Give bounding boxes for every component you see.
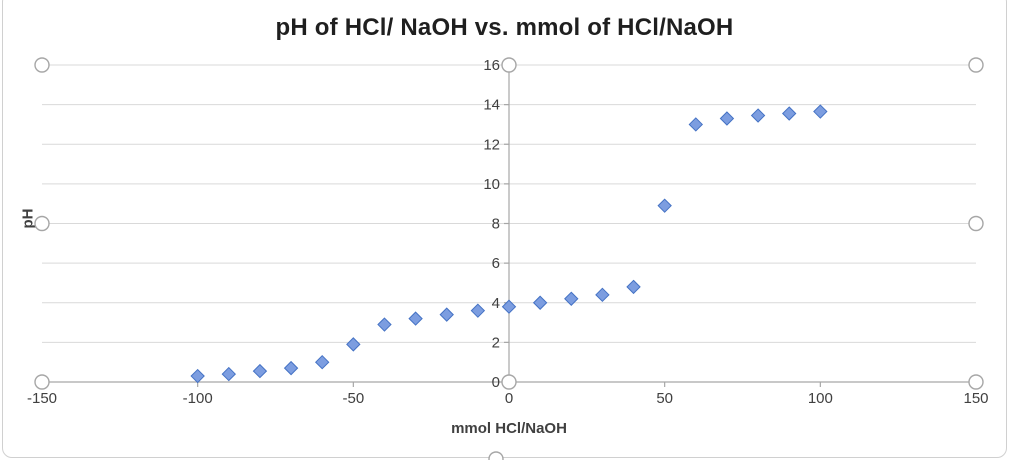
selection-handle[interactable] (968, 215, 984, 232)
data-series[interactable] (190, 104, 828, 384)
data-point-marker[interactable] (190, 368, 205, 384)
data-point-marker[interactable] (314, 354, 330, 370)
axes (41, 64, 977, 387)
y-tick-label: 16 (483, 57, 500, 74)
data-point-marker[interactable] (719, 111, 735, 126)
data-point-marker[interactable] (439, 307, 454, 322)
data-point-marker[interactable] (688, 117, 704, 132)
y-tick-label: 14 (483, 97, 500, 114)
selection-handle[interactable] (968, 57, 984, 73)
data-point-marker[interactable] (626, 279, 641, 295)
data-point-marker[interactable] (346, 337, 361, 352)
data-point-marker[interactable] (564, 291, 579, 306)
selection-handle[interactable] (501, 374, 517, 390)
data-point-marker[interactable] (781, 106, 797, 121)
x-tick-label: -100 (183, 390, 213, 407)
selection-handle[interactable] (501, 57, 517, 73)
data-point-marker[interactable] (470, 303, 486, 318)
y-tick-label: 4 (492, 295, 500, 312)
data-point-marker[interactable] (750, 108, 766, 123)
data-point-marker[interactable] (595, 287, 610, 303)
data-point-marker[interactable] (221, 366, 237, 382)
x-tick-label: 0 (505, 390, 513, 407)
x-tick-label: -50 (342, 390, 364, 407)
chart-title: pH of HCl/ NaOH vs. mmol of HCl/NaOH (275, 14, 734, 41)
y-tick-label: 2 (492, 334, 500, 351)
x-tick-label: 150 (963, 390, 988, 407)
selection-handle[interactable] (968, 374, 984, 390)
y-tick-label: 10 (483, 176, 500, 193)
data-point-marker[interactable] (377, 317, 392, 332)
x-tick-label: 50 (656, 390, 673, 407)
x-axis-title: mmol HCl/NaOH (451, 420, 567, 437)
y-tick-label: 6 (492, 255, 500, 272)
selection-handle[interactable] (34, 57, 50, 73)
selection-handles[interactable] (34, 57, 984, 460)
data-point-marker[interactable] (501, 299, 517, 314)
data-point-marker[interactable] (657, 198, 672, 213)
y-tick-label: 12 (483, 136, 500, 153)
y-tick-label: 8 (492, 216, 500, 233)
data-point-marker[interactable] (532, 295, 548, 310)
x-tick-label: 100 (808, 390, 833, 407)
data-point-marker[interactable] (283, 360, 299, 376)
x-tick-label: -150 (27, 390, 57, 407)
selection-handle[interactable] (34, 215, 50, 232)
data-point-marker[interactable] (252, 363, 268, 379)
y-tick-label: 0 (492, 374, 500, 391)
tick-labels: 0 2 4 6 8 10 12 14 16 -150 -100 -50 0 50 100 150 (27, 57, 989, 407)
data-point-marker[interactable] (813, 104, 828, 119)
data-point-marker[interactable] (408, 311, 423, 326)
selection-handle[interactable] (34, 374, 50, 390)
selection-handle[interactable] (488, 451, 504, 460)
